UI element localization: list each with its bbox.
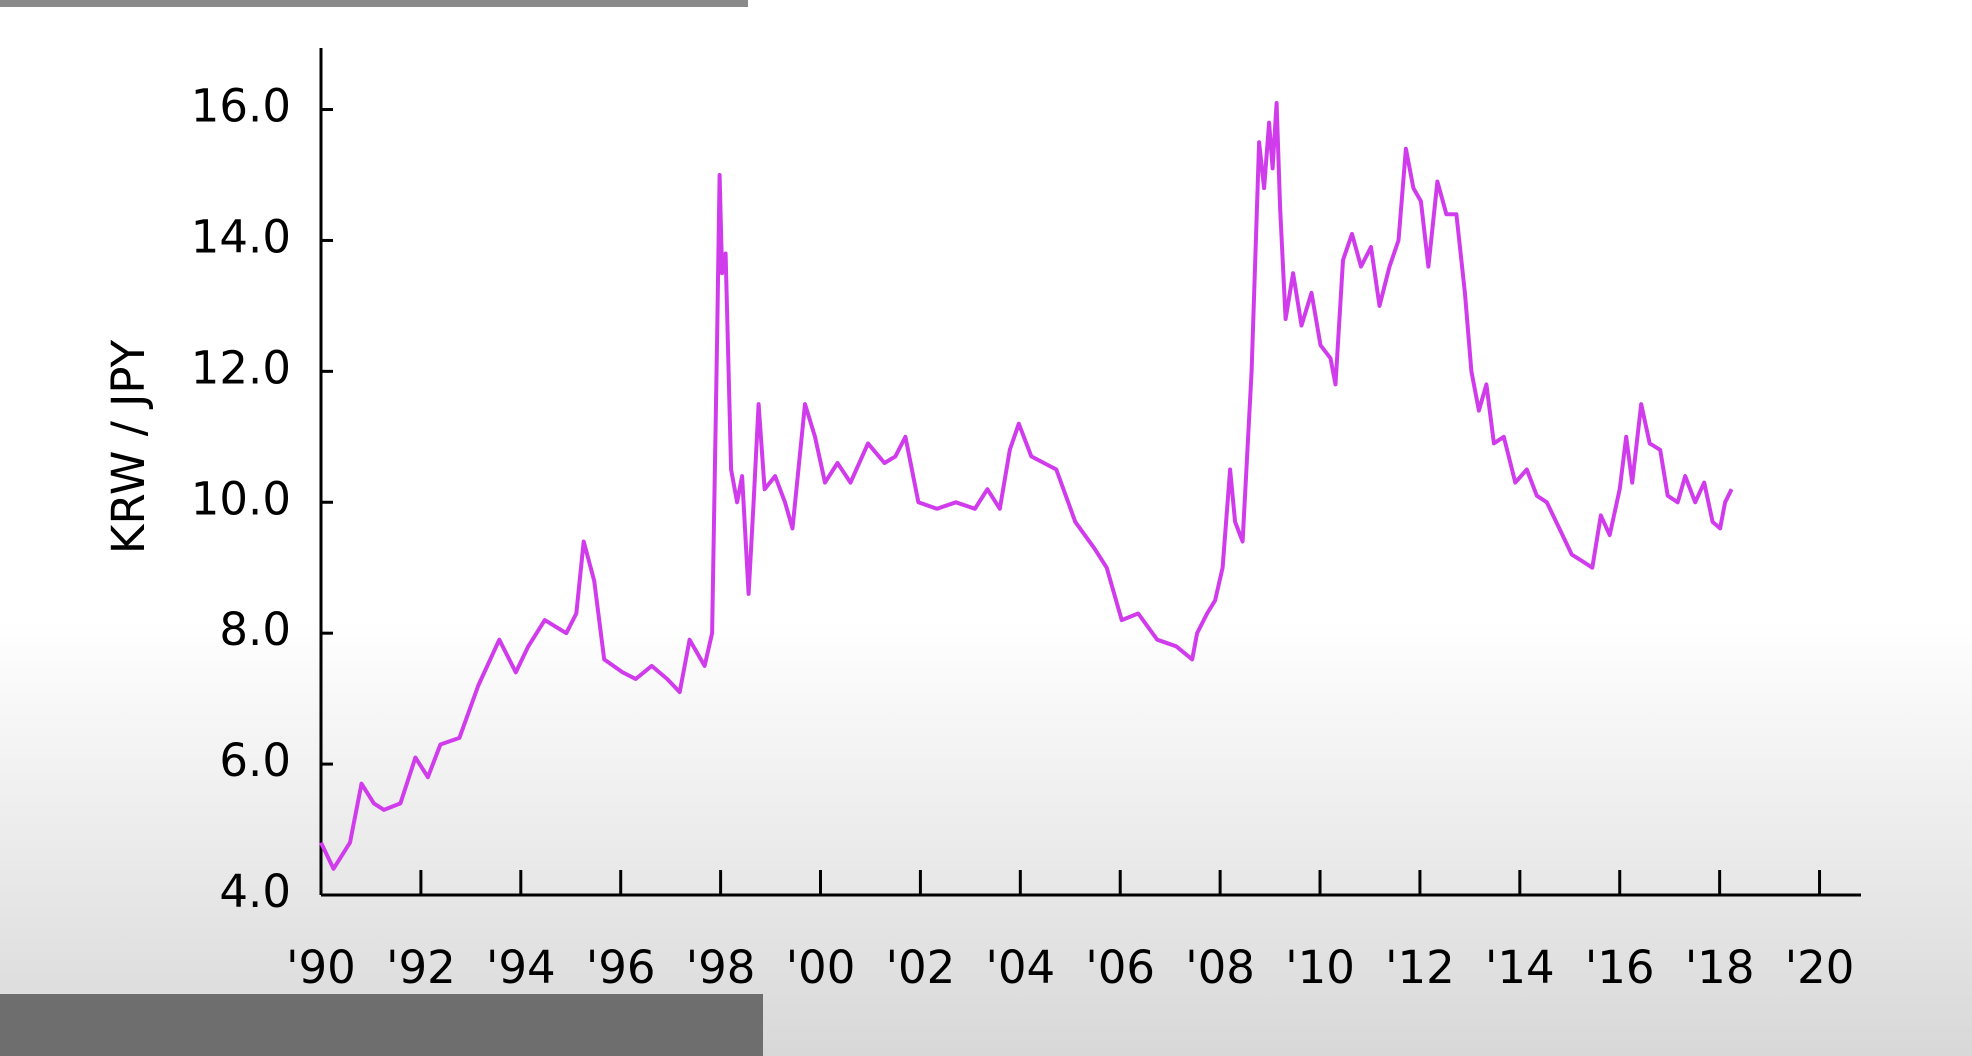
data-line [319, 101, 1734, 871]
x-tick-label: '06 [1085, 941, 1155, 994]
top-bar [0, 0, 748, 7]
caption-box [0, 994, 763, 1056]
y-tick-label: 12.0 [191, 341, 291, 394]
y-tick-label: 4.0 [219, 865, 291, 918]
y-tick-label: 14.0 [191, 210, 291, 263]
x-tick-label: '02 [886, 941, 956, 994]
x-tick-label: '20 [1785, 941, 1855, 994]
y-tick-label: 16.0 [191, 80, 291, 133]
y-tick-label: 8.0 [219, 603, 291, 656]
x-tick-label: '10 [1285, 941, 1355, 994]
y-tick-label: 6.0 [219, 734, 291, 787]
x-tick-label: '16 [1585, 941, 1655, 994]
x-tick-label: '94 [486, 941, 556, 994]
x-tick-label: '90 [286, 941, 356, 994]
x-tick-label: '04 [985, 941, 1055, 994]
x-tick-label: '18 [1685, 941, 1755, 994]
x-tick-label: '92 [386, 941, 456, 994]
x-tick-label: '00 [786, 941, 856, 994]
x-tick-label: '12 [1385, 941, 1455, 994]
x-tick-label: '08 [1185, 941, 1255, 994]
x-tick-label: '98 [686, 941, 756, 994]
y-axis-label: KRW / JPY [102, 339, 155, 554]
x-tick-label: '14 [1485, 941, 1555, 994]
y-tick-label: 10.0 [191, 472, 291, 525]
x-tick-label: '96 [586, 941, 656, 994]
